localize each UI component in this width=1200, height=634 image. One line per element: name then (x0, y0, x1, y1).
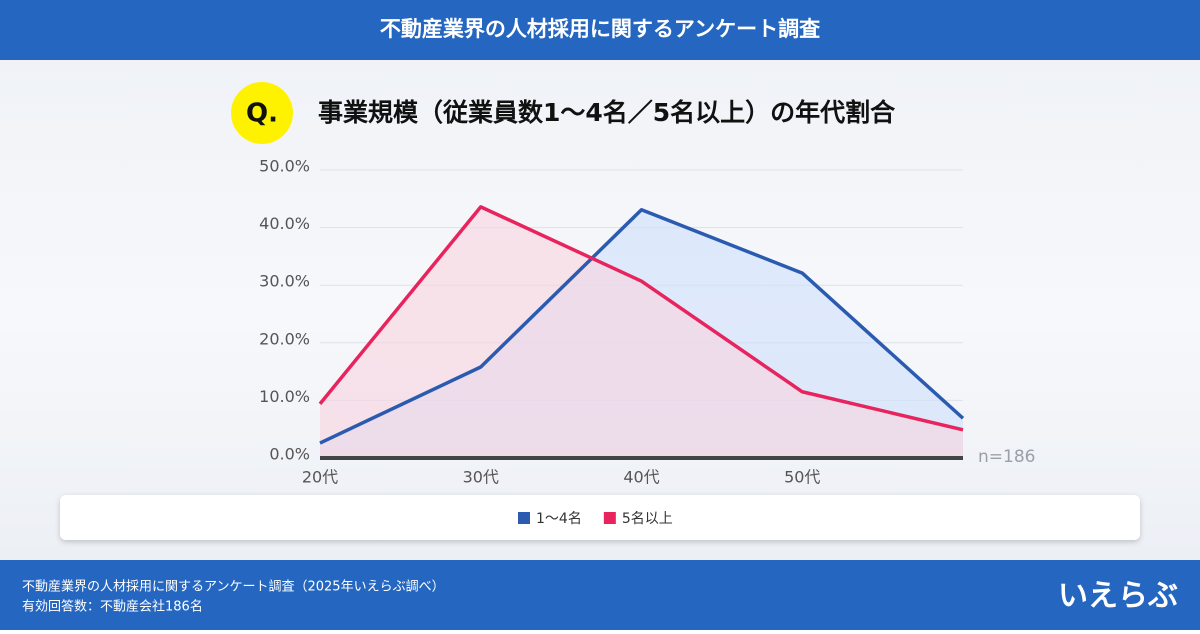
chart-title: 事業規模（従業員数1〜4名／5名以上）の年代割合 (318, 98, 896, 127)
plot: 0.0% 10.0% 20.0% 30.0% 40.0% 50.0% 20代 30代 40代 50… (259, 157, 965, 527)
question-label: Q. (246, 99, 278, 129)
legend-box (60, 495, 1140, 540)
header-title: 不動産業界の人材採用に関するアンケート調査 (380, 17, 820, 41)
footer-line: 有効回答数：不動産会社186名 (22, 599, 203, 615)
y-tick-label: 10.0% (259, 387, 310, 406)
question-badge (231, 82, 293, 144)
footer-bar (0, 560, 1200, 630)
y-tick-label: 30.0% (259, 272, 310, 291)
y-tick-label: 20.0% (259, 329, 310, 348)
line (318, 205, 964, 432)
header-bar (0, 0, 1200, 60)
line (319, 207, 965, 445)
footer-line: 不動産業界の人材採用に関するアンケート調査（2025年いえらぶ調べ） (22, 579, 445, 595)
area (320, 206, 963, 458)
y-tick-label: 0.0% (269, 445, 310, 464)
legend-swatch (518, 512, 530, 524)
x-tick-label: 20代 (302, 468, 338, 487)
legend-label: 1〜4名 (536, 511, 582, 527)
legend-swatch (603, 512, 616, 524)
x-tick-label: 50代 (784, 468, 820, 487)
legend-label: 5名以上 (622, 511, 673, 527)
y-tick-label: 50.0% (259, 157, 310, 176)
logo: いえらぶ (1058, 579, 1178, 614)
x-tick-label: 40代 (623, 468, 659, 487)
x-tick-label: 30代 (463, 468, 499, 487)
sample-size: n=186 (978, 447, 1035, 467)
y-tick-label: 40.0% (259, 214, 310, 233)
